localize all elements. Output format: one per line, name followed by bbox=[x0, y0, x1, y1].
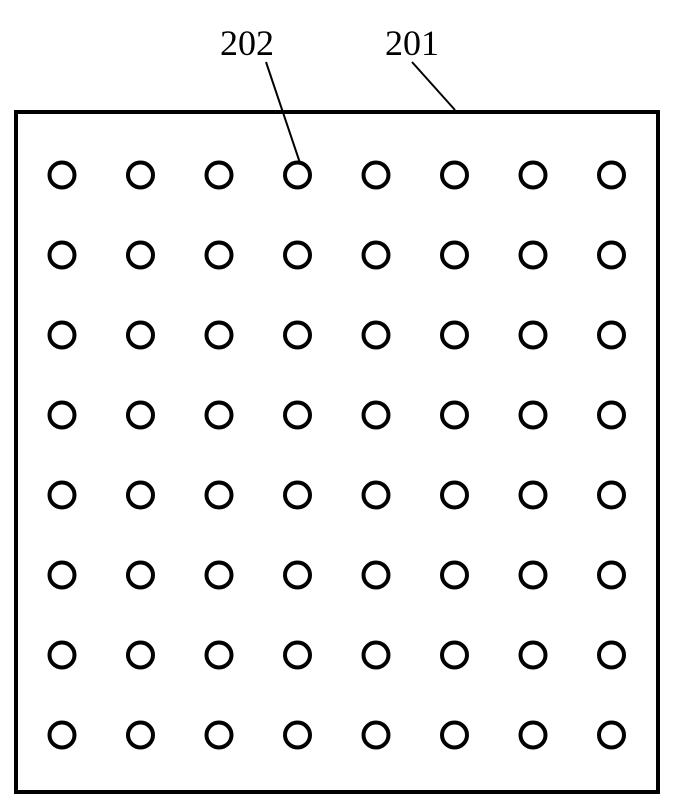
hole-circle bbox=[442, 723, 467, 748]
hole-circle bbox=[521, 563, 546, 588]
hole-circle bbox=[128, 723, 153, 748]
hole-circle bbox=[128, 643, 153, 668]
hole-circle bbox=[285, 483, 310, 508]
hole-circle bbox=[599, 483, 624, 508]
hole-circle bbox=[128, 563, 153, 588]
hole-circle bbox=[285, 643, 310, 668]
hole-circle bbox=[285, 403, 310, 428]
hole-circle bbox=[521, 323, 546, 348]
hole-circle bbox=[364, 323, 389, 348]
hole-circle bbox=[207, 163, 232, 188]
hole-circle bbox=[599, 323, 624, 348]
hole-circle bbox=[285, 163, 310, 188]
hole-circle bbox=[521, 723, 546, 748]
hole-circle bbox=[521, 243, 546, 268]
hole-circle bbox=[207, 483, 232, 508]
hole-circle bbox=[599, 643, 624, 668]
hole-circle bbox=[364, 403, 389, 428]
hole-circle bbox=[50, 403, 75, 428]
hole-circle bbox=[285, 723, 310, 748]
hole-circle bbox=[207, 403, 232, 428]
hole-circle bbox=[442, 163, 467, 188]
hole-circle bbox=[207, 243, 232, 268]
hole-circle bbox=[442, 403, 467, 428]
hole-circle bbox=[128, 403, 153, 428]
hole-circle bbox=[50, 323, 75, 348]
hole-circle bbox=[442, 323, 467, 348]
hole-circle bbox=[521, 163, 546, 188]
hole-circle bbox=[128, 163, 153, 188]
hole-circle bbox=[364, 163, 389, 188]
hole-circle bbox=[207, 563, 232, 588]
hole-circle bbox=[599, 243, 624, 268]
hole-circle bbox=[599, 163, 624, 188]
hole-circle bbox=[364, 723, 389, 748]
hole-circle bbox=[128, 323, 153, 348]
hole-circle bbox=[442, 643, 467, 668]
hole-circle bbox=[207, 323, 232, 348]
hole-circle bbox=[285, 323, 310, 348]
hole-circle bbox=[207, 643, 232, 668]
hole-circle bbox=[50, 243, 75, 268]
hole-circle bbox=[207, 723, 232, 748]
hole-circle bbox=[599, 723, 624, 748]
canvas-background bbox=[0, 0, 674, 807]
hole-circle bbox=[599, 403, 624, 428]
label-202: 202 bbox=[220, 23, 274, 63]
hole-circle bbox=[50, 163, 75, 188]
hole-circle bbox=[50, 483, 75, 508]
hole-circle bbox=[50, 643, 75, 668]
label-201: 201 bbox=[385, 23, 439, 63]
hole-circle bbox=[442, 483, 467, 508]
hole-circle bbox=[364, 643, 389, 668]
hole-circle bbox=[364, 483, 389, 508]
hole-circle bbox=[128, 483, 153, 508]
hole-circle bbox=[285, 243, 310, 268]
hole-circle bbox=[521, 483, 546, 508]
hole-circle bbox=[442, 243, 467, 268]
hole-circle bbox=[50, 563, 75, 588]
hole-circle bbox=[128, 243, 153, 268]
hole-circle bbox=[285, 563, 310, 588]
hole-circle bbox=[599, 563, 624, 588]
hole-circle bbox=[521, 643, 546, 668]
hole-circle bbox=[364, 243, 389, 268]
hole-circle bbox=[364, 563, 389, 588]
hole-circle bbox=[442, 563, 467, 588]
hole-circle bbox=[521, 403, 546, 428]
hole-circle bbox=[50, 723, 75, 748]
